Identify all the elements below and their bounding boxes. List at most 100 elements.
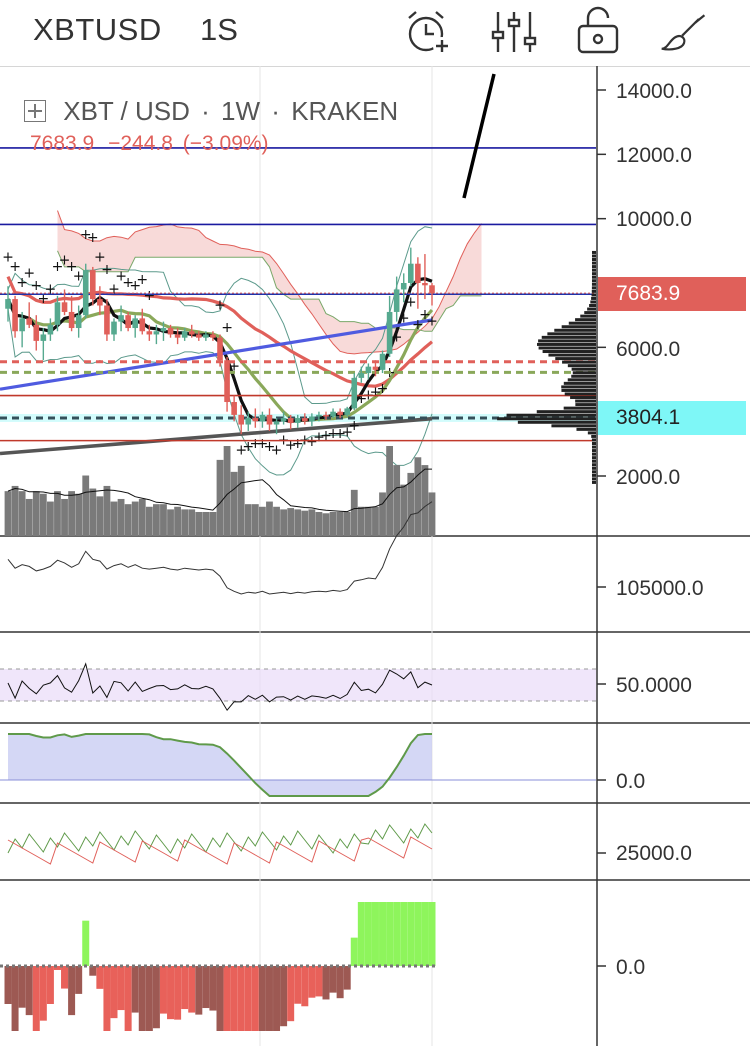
volume-profile-bar (575, 403, 596, 407)
volume-bar (301, 510, 309, 536)
volume-profile-bar (538, 346, 596, 350)
sar-dot: + (419, 307, 431, 323)
sar-dot: + (129, 278, 141, 294)
macd-bar (25, 966, 33, 1016)
volume-bar (39, 493, 47, 536)
sar-dot: + (320, 428, 332, 444)
indicators-icon[interactable] (488, 6, 540, 58)
volume-profile-bar (541, 335, 596, 339)
candle-body (203, 334, 209, 338)
legend-quote: 7683.9 −244.8 (−3.09%) (30, 132, 269, 156)
macd-bar (393, 902, 401, 966)
legend-change-pct: (−3.09%) (182, 132, 269, 155)
macd-bar (68, 966, 76, 1016)
macd-bar (407, 902, 415, 966)
candle-body (280, 418, 287, 422)
volume-bar (160, 504, 167, 536)
volume-profile-bar (506, 413, 596, 417)
macd-bar (364, 902, 372, 966)
volume-bar (54, 491, 61, 536)
interval-label[interactable]: 1S (200, 12, 238, 47)
volume-bar (11, 485, 19, 536)
sar-dot: + (122, 275, 134, 291)
volume-profile-bar (590, 300, 596, 304)
trading-chart[interactable]: ++++++++++++++++++++++++++++++++++++++++… (0, 66, 750, 1046)
rsi-line (7, 662, 433, 712)
volume-profile-bar (592, 466, 596, 470)
moving-average-blue (0, 318, 433, 391)
volume-bar (308, 509, 316, 536)
unlock-icon[interactable] (574, 6, 626, 58)
candle-body (68, 311, 75, 329)
volume-profile-bar (591, 258, 596, 262)
macd-bar (124, 966, 132, 1031)
macd-bar (18, 966, 26, 1008)
candle-body (386, 311, 393, 354)
volume-bar (167, 509, 174, 536)
macd-bar (4, 966, 12, 1004)
candle-body (372, 366, 379, 370)
sar-dot: + (87, 230, 99, 246)
volume-bar (145, 506, 153, 536)
candle-body (266, 414, 273, 425)
candle-body (400, 283, 407, 290)
macd-bar (265, 966, 273, 1031)
volume-bar (259, 506, 266, 536)
volume-profile-bar (591, 272, 596, 276)
top-toolbar: XBTUSD 1S (0, 0, 750, 67)
candle-body (19, 318, 25, 332)
volume-bar (4, 491, 12, 536)
legend-timeframe: 1W (221, 96, 261, 126)
volume-bar (223, 446, 231, 536)
candle-body (75, 315, 82, 329)
volume-profile-bar (561, 325, 596, 329)
macd-bar (167, 966, 175, 1020)
price-axis-label: 6000.0 (616, 338, 681, 361)
volume-bar (414, 457, 422, 536)
alarm-add-icon[interactable] (402, 6, 454, 58)
macd-bar (400, 902, 408, 966)
volume-profile-bar (591, 442, 596, 446)
volume-bar (407, 472, 415, 536)
candle-body (174, 334, 181, 338)
candle-body (344, 408, 350, 415)
volume-profile-bar (575, 399, 596, 403)
sar-dot: + (2, 249, 14, 265)
macd-bar (301, 966, 309, 1007)
volume-profile-bar (567, 378, 596, 382)
macd-bar (61, 966, 69, 989)
volume-bar (280, 509, 287, 536)
volume-profile-bar (591, 293, 596, 297)
expand-legend-icon[interactable] (24, 100, 46, 122)
candle-body (153, 331, 160, 335)
candle-body (379, 353, 386, 370)
macd-bar (223, 966, 231, 1031)
volume-bar (117, 498, 125, 536)
candle-body (273, 421, 280, 425)
volume-profile-bar (591, 434, 596, 438)
volume-bar (110, 501, 118, 536)
macd-bar (322, 966, 330, 1000)
volume-bar (89, 488, 97, 536)
volume-profile-bar (592, 250, 596, 254)
macd-bar (32, 966, 40, 1031)
macd-bar (350, 937, 358, 966)
sar-dot: + (264, 439, 276, 455)
last-price-tag: 7683.9 (598, 277, 746, 311)
drawing-brush-icon[interactable] (658, 6, 710, 58)
volume-bar (322, 513, 330, 536)
volume-bar (195, 511, 203, 536)
moving-average-red (6, 275, 434, 388)
sar-dot: + (45, 281, 57, 297)
macd-bar (117, 966, 125, 1011)
symbol-label[interactable]: XBTUSD (33, 12, 162, 47)
candle-body (104, 305, 110, 335)
price-axis-label: 10000.0 (616, 208, 692, 231)
legend-separator: · (201, 96, 210, 126)
macd-bar (237, 966, 245, 1031)
macd-bar (371, 902, 379, 966)
macd-bar (421, 902, 429, 966)
candle-body (259, 414, 266, 422)
macd-bar (280, 966, 288, 1027)
volume-bar (273, 506, 280, 536)
